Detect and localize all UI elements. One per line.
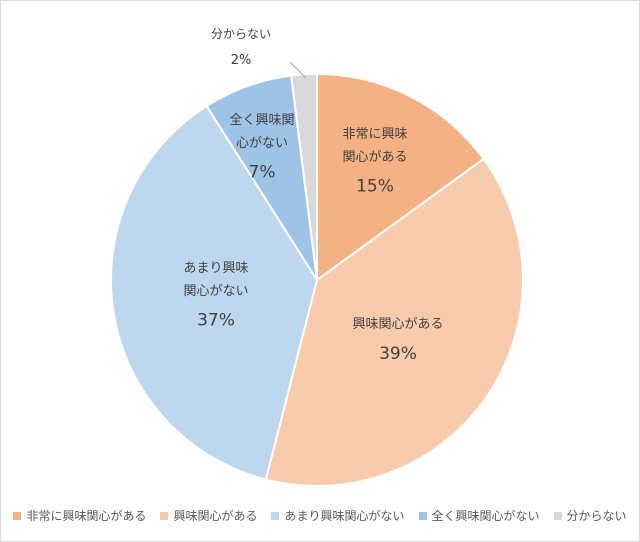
slice-percent-4: 7% [249, 163, 276, 183]
slice-label-4-line-2: 心がない [236, 136, 288, 151]
legend-swatch [553, 511, 562, 520]
slice-percent-3: 37% [197, 311, 235, 331]
legend-label: 興味関心がある [173, 509, 258, 523]
slice-label-1-line-2: 関心がある [342, 150, 407, 165]
legend-label: あまり興味関心がない [284, 509, 405, 523]
leader-line [289, 61, 307, 79]
chart-legend: 非常に興味関心がある 興味関心がある あまり興味関心がない 全く興味関心がない 分からな… [0, 507, 640, 524]
legend-item-3: あまり興味関心がない [271, 507, 405, 524]
slice-label-5-line-1: 分からない [211, 27, 271, 41]
pie-slice-2 [264, 157, 525, 487]
slice-percent-5: 2% [231, 53, 252, 68]
slice-label-1-line-1: 非常に興味 [342, 127, 407, 142]
legend-swatch [160, 511, 169, 520]
legend-swatch [271, 511, 280, 520]
pie-slice-1 [316, 72, 486, 282]
pie-chart: 非常に興味関心がある 15% 興味関心がある 39% あまり興味関心がない 37% 全く興味… [110, 27, 525, 487]
legend-item-4: 全く興味関心がない [418, 507, 540, 524]
legend-item-1: 非常に興味関心がある [13, 507, 146, 524]
legend-label: 非常に興味関心がある [26, 509, 147, 523]
slice-label-3-line-2: 関心がない [183, 284, 248, 299]
legend-swatch [13, 511, 22, 520]
slice-label-2-line-1: 興味関心がある [352, 317, 443, 332]
pie-slice-5 [290, 72, 318, 281]
slice-percent-2: 39% [379, 344, 417, 364]
legend-swatch [418, 511, 427, 520]
legend-item-5: 分からない [553, 507, 627, 524]
legend-label: 全く興味関心がない [431, 509, 540, 523]
slice-label-3-line-1: あまり興味 [183, 261, 248, 276]
slice-percent-1: 15% [356, 177, 394, 197]
legend-label: 分からない [566, 509, 627, 523]
legend-item-2: 興味関心がある [160, 507, 257, 524]
slice-label-4-line-1: 全く興味関 [229, 112, 294, 128]
